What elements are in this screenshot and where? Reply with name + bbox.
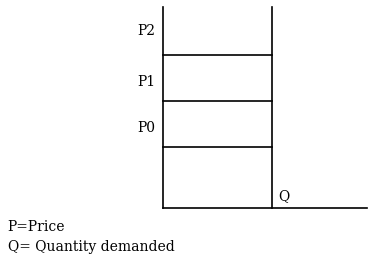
Text: P=Price: P=Price [8, 219, 65, 233]
Text: P2: P2 [137, 24, 155, 37]
Text: Q: Q [278, 189, 289, 202]
Text: P1: P1 [137, 74, 155, 88]
Text: Q= Quantity demanded: Q= Quantity demanded [8, 240, 174, 253]
Text: P0: P0 [137, 120, 155, 134]
